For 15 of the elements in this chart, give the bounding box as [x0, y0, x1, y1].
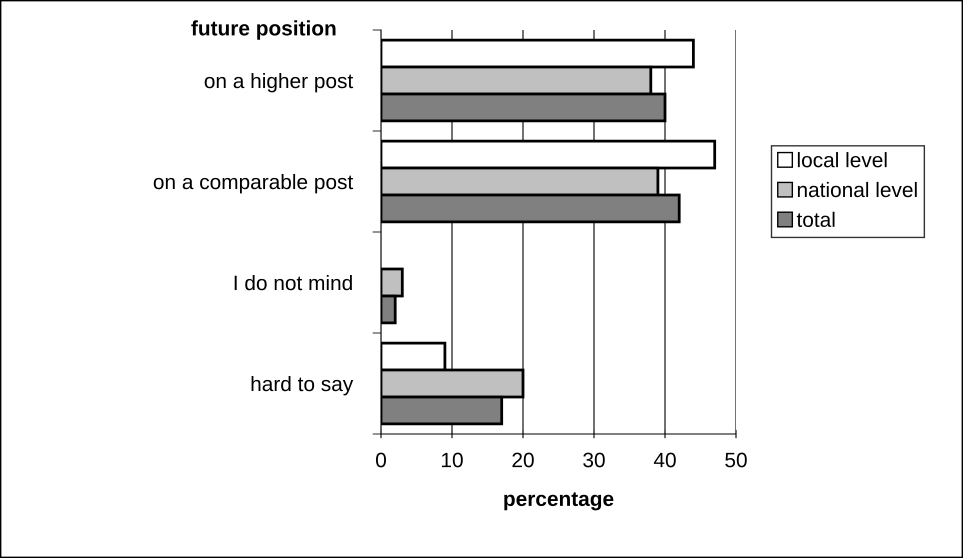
y-tick-label: hard to say [252, 376, 354, 396]
y-tick-label: on a comparable post [154, 174, 354, 194]
legend-label: national level [798, 182, 917, 198]
x-tick-label: 0 [376, 452, 386, 468]
x-tick-label: 40 [654, 452, 676, 468]
x-tick-label: 50 [725, 452, 747, 468]
y-tick-label: on a higher post [204, 72, 354, 92]
legend-label: local level [798, 152, 887, 168]
x-axis-title: percentage [504, 492, 614, 510]
x-tick-label: 30 [583, 452, 605, 468]
x-tick-label: 10 [442, 452, 463, 468]
x-tick-label: 20 [512, 452, 534, 468]
y-tick-label: I do not mind [234, 274, 352, 290]
y-axis-title: future position [191, 20, 336, 40]
legend-label: total [796, 212, 834, 228]
